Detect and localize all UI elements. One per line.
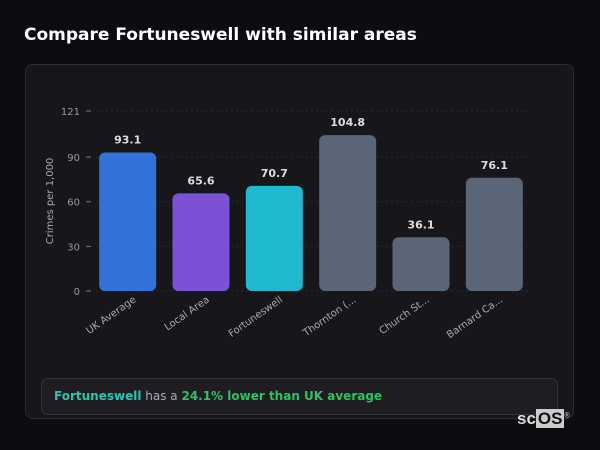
- bar: [392, 237, 450, 291]
- bar-value-label: 104.8: [330, 116, 365, 129]
- x-tick-label: Fortuneswell: [227, 294, 285, 339]
- x-tick-label: Thornton (...: [301, 294, 359, 339]
- bar-value-label: 93.1: [114, 134, 141, 147]
- bar-value-label: 65.6: [187, 174, 214, 187]
- comparison-callout: Fortuneswell has a 24.1% lower than UK a…: [41, 378, 558, 415]
- y-tick-label: 60: [67, 198, 80, 209]
- x-tick-label: Barnard Ca...: [445, 294, 505, 341]
- bar: [465, 177, 523, 291]
- bar-value-label: 70.7: [261, 167, 288, 180]
- callout-text: has a: [141, 389, 182, 403]
- x-tick-label: UK Average: [84, 294, 138, 336]
- callout-stat: 24.1% lower than UK average: [181, 389, 383, 403]
- bar: [245, 185, 303, 291]
- callout-area: Fortuneswell: [54, 389, 142, 403]
- bar-value-label: 76.1: [481, 159, 508, 172]
- y-tick-label: 90: [67, 153, 80, 164]
- y-axis-label: Crimes per 1,000: [45, 158, 56, 245]
- y-tick-label: 30: [67, 242, 80, 253]
- y-tick-label: 121: [61, 107, 80, 118]
- y-tick-label: 0: [74, 287, 80, 298]
- bar: [172, 193, 230, 291]
- page-title: Compare Fortuneswell with similar areas: [24, 25, 417, 45]
- x-tick-label: Church St...: [378, 294, 432, 336]
- bar-value-label: 36.1: [407, 218, 434, 231]
- x-tick-label: Local Area: [163, 294, 212, 333]
- scos-logo: sc OS ®: [517, 409, 570, 428]
- bar: [99, 152, 157, 291]
- bar: [319, 135, 377, 291]
